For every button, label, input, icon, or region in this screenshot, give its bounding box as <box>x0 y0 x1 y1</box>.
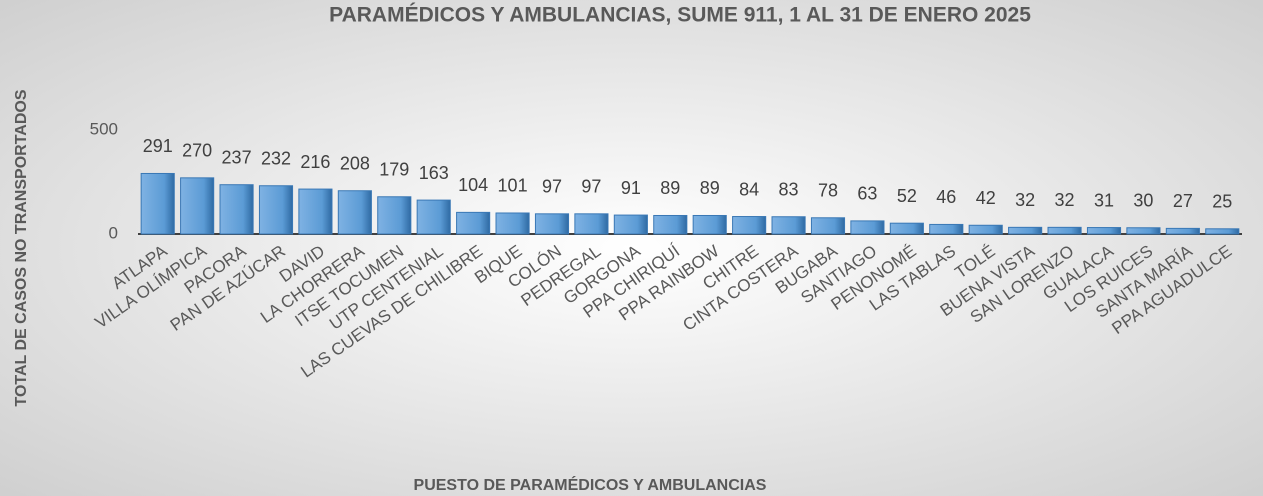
data-label: 101 <box>498 176 528 196</box>
data-label: 89 <box>700 178 720 198</box>
bar <box>140 172 175 235</box>
data-label: 46 <box>936 187 956 207</box>
bar <box>180 177 215 235</box>
bar <box>377 196 412 235</box>
data-label: 27 <box>1173 191 1193 211</box>
data-label: 208 <box>340 153 370 173</box>
data-label: 97 <box>542 177 562 197</box>
bar <box>1165 227 1200 235</box>
bar <box>1047 226 1082 235</box>
data-label: 291 <box>143 136 173 156</box>
y-axis-label: TOTAL DE CASOS NO TRANSPORTADOS <box>13 89 30 406</box>
data-label: 78 <box>818 181 838 201</box>
y-tick-label: 0 <box>109 223 118 242</box>
data-label: 179 <box>379 160 409 180</box>
bar <box>534 213 570 235</box>
bar <box>337 190 372 235</box>
data-label: 42 <box>976 188 996 208</box>
data-label: 63 <box>857 184 877 204</box>
y-tick-label: 500 <box>90 119 118 138</box>
data-label: 32 <box>1055 190 1075 210</box>
bar <box>1086 227 1122 235</box>
bar <box>692 214 727 235</box>
bar <box>732 216 767 235</box>
data-label: 31 <box>1094 190 1114 210</box>
bar <box>889 222 924 235</box>
bar <box>456 211 491 235</box>
x-axis-label: PUESTO DE PARAMÉDICOS Y AMBULANCIAS <box>414 475 767 494</box>
bar <box>416 199 451 235</box>
data-label: 52 <box>897 186 917 206</box>
bar <box>613 214 648 235</box>
data-label: 216 <box>300 152 330 172</box>
bar <box>929 223 964 235</box>
data-label: 32 <box>1015 190 1035 210</box>
data-label: 83 <box>779 179 799 199</box>
data-label: 91 <box>621 178 641 198</box>
data-label: 270 <box>182 141 212 161</box>
bar <box>495 212 530 235</box>
chart-title: PARAMÉDICOS Y AMBULANCIAS, SUME 911, 1 A… <box>329 4 1031 27</box>
data-label: 104 <box>458 175 488 195</box>
bar <box>771 216 806 235</box>
bar <box>653 214 688 235</box>
bar <box>258 185 294 235</box>
data-label: 232 <box>261 148 291 168</box>
bar <box>810 217 846 235</box>
bar <box>850 220 885 235</box>
data-label: 84 <box>739 179 759 199</box>
bar <box>1126 227 1161 235</box>
bar <box>1205 228 1240 235</box>
bar <box>968 224 1003 235</box>
data-label: 30 <box>1133 191 1153 211</box>
bar <box>574 213 609 235</box>
data-label: 25 <box>1212 192 1232 212</box>
data-label: 97 <box>581 177 601 197</box>
bar <box>298 188 333 235</box>
data-label: 237 <box>222 147 252 167</box>
bar <box>1008 226 1043 235</box>
data-label: 89 <box>660 178 680 198</box>
data-label: 163 <box>419 163 449 183</box>
bar <box>219 184 254 235</box>
